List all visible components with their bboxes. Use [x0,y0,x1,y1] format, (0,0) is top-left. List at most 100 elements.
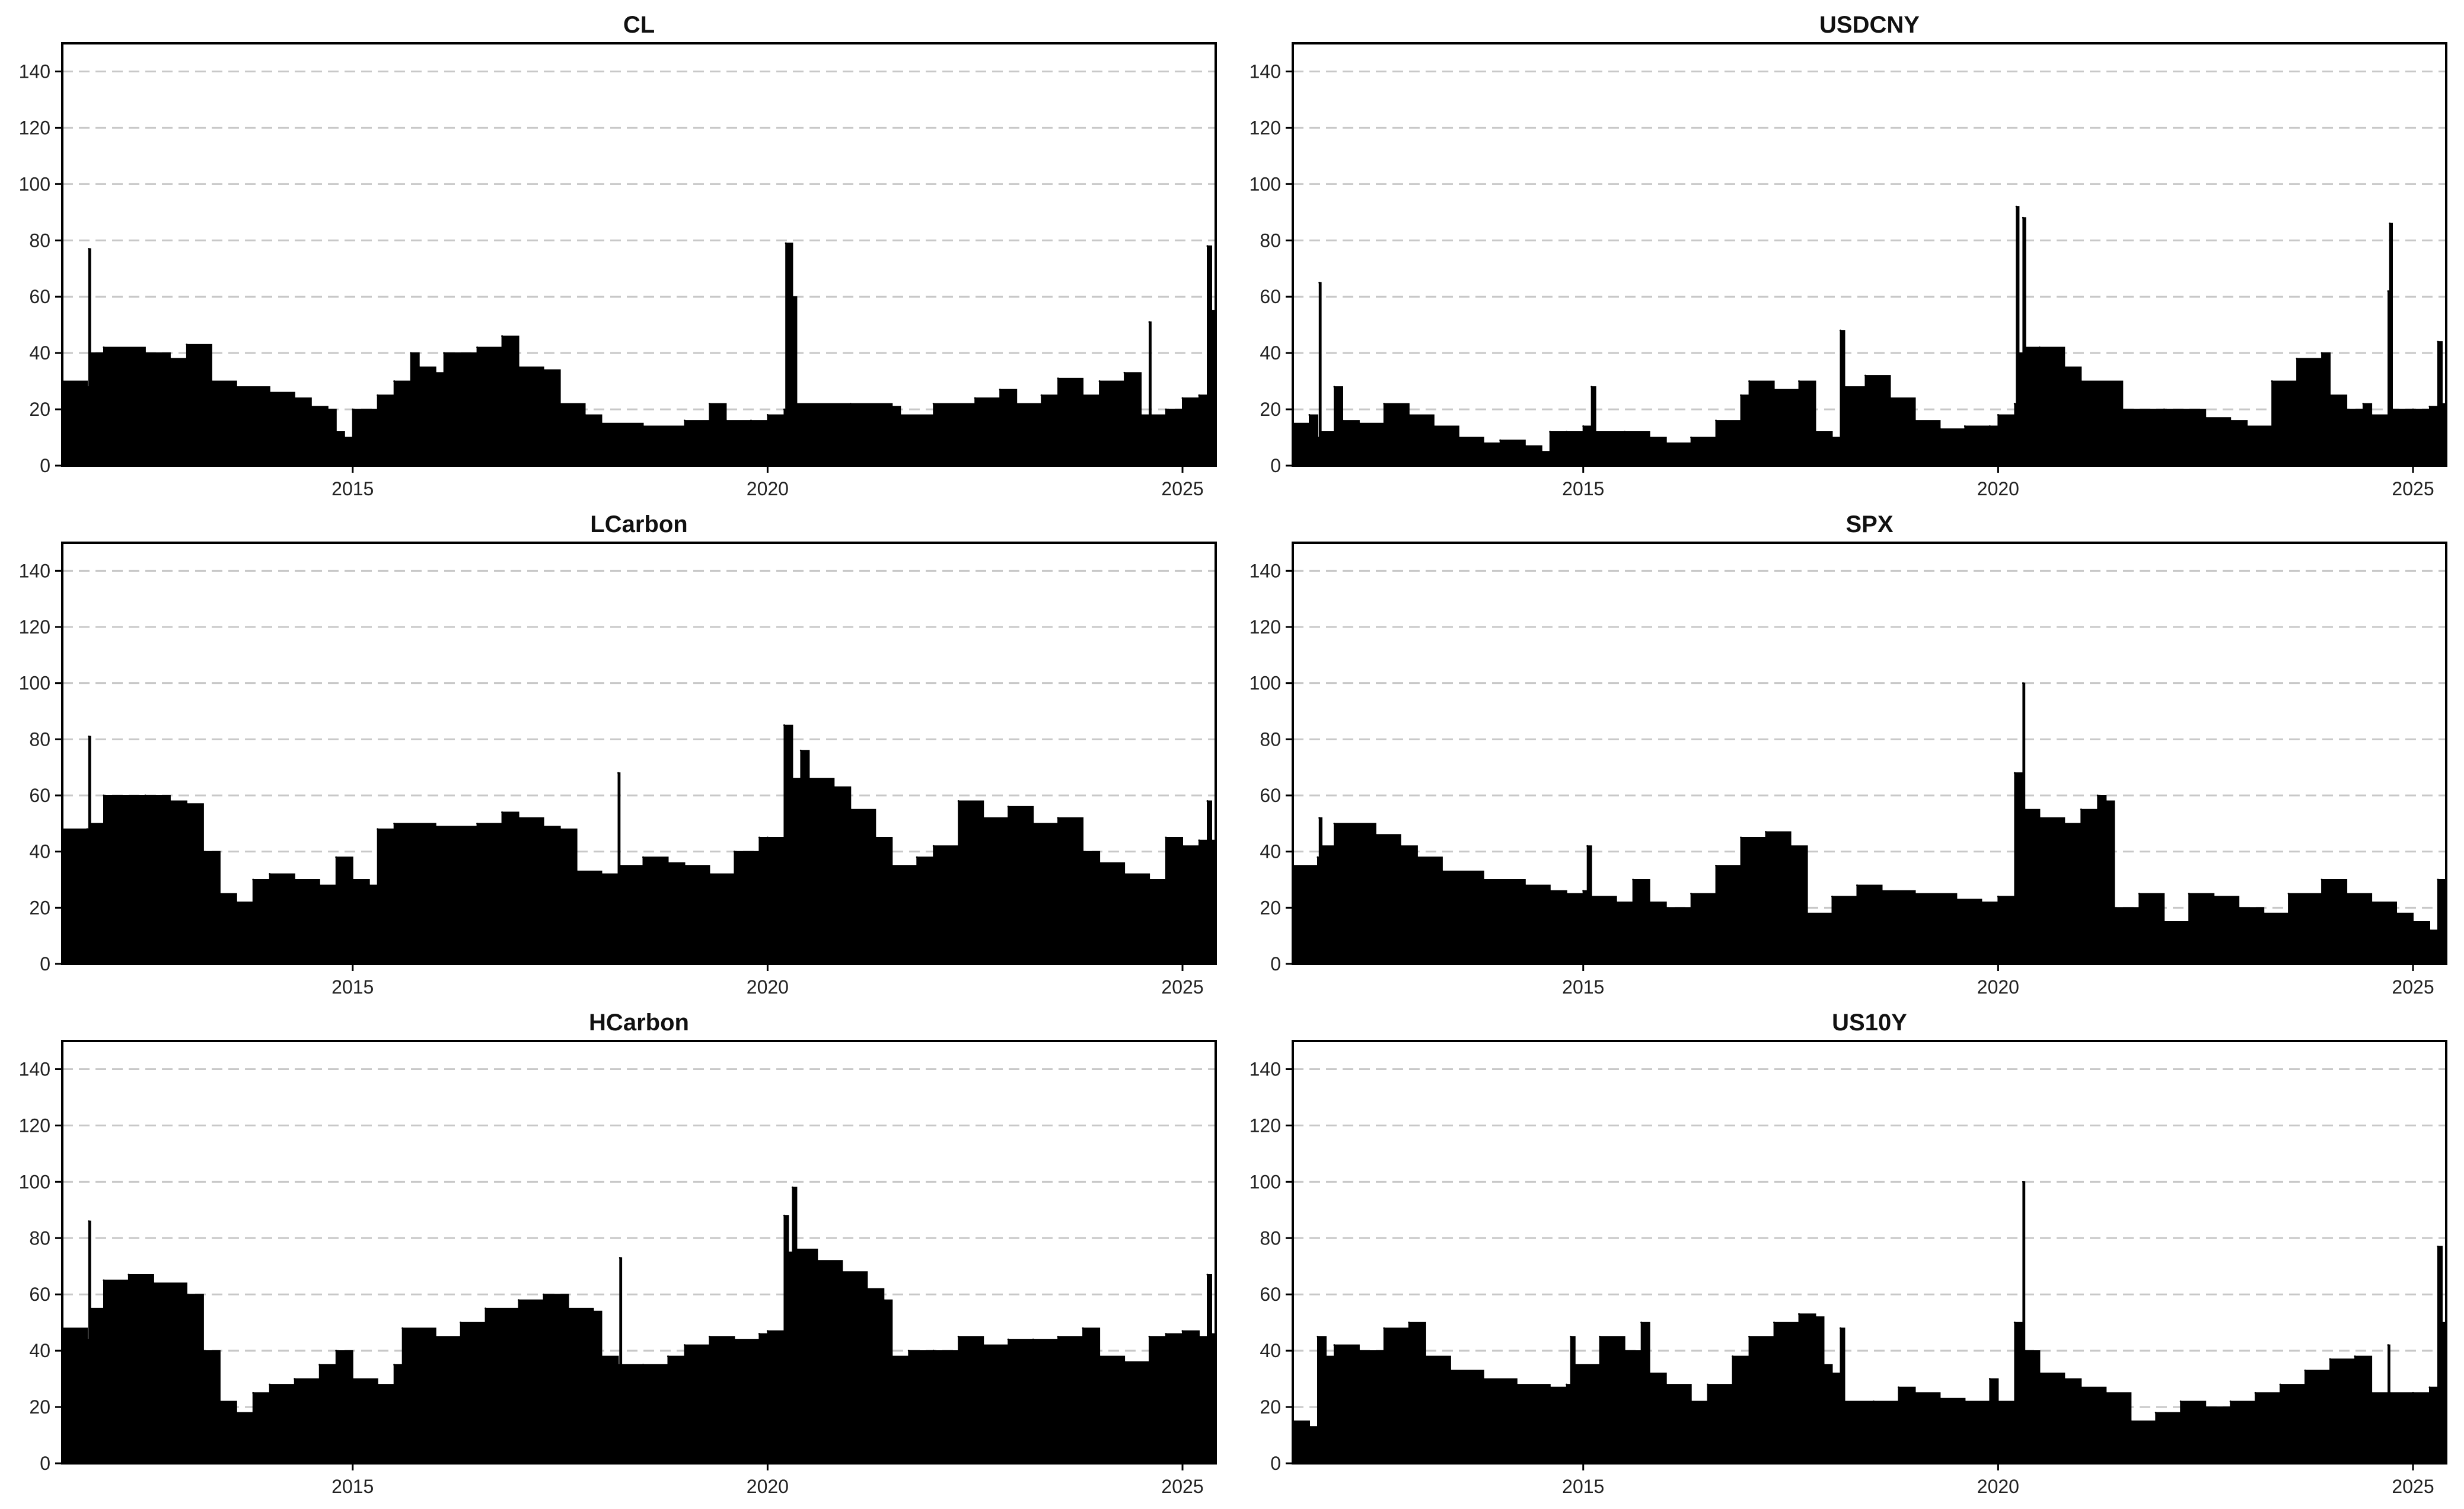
data-point [1823,1364,1825,1366]
y-tick-label: 100 [19,1171,50,1192]
data-point [1140,414,1142,416]
data-point [2015,205,2017,208]
data-point [352,878,354,881]
data-point [932,845,935,847]
data-point [1690,893,1692,895]
data-point [559,403,562,405]
data-point [90,352,92,354]
data-point [1383,1327,1385,1329]
data-point [1210,310,1213,312]
data-point [891,1355,893,1358]
data-point [1549,1386,1551,1389]
data-point [1790,845,1792,847]
data-point [1980,901,1982,903]
data-point [1773,1322,1776,1324]
x-tick-label: 2015 [1562,1476,1604,1497]
y-tick-label: 20 [29,399,50,420]
plot-frame [61,1040,1217,1465]
panel-title: CL [623,12,655,38]
data-point [294,878,296,881]
data-point [642,1364,644,1366]
data-point [219,1400,221,1403]
data-point [1483,878,1485,881]
chart-panel-hcarbon: HCarbon 0 20 40 60 80 100 120 140 2015 2020 2025 [19,1010,1217,1497]
x-tick-label: 2025 [1161,478,1203,499]
data-point [1773,389,1776,391]
data-point [601,873,603,876]
data-point [2154,1412,2157,1414]
chart-panel-lcarbon: LCarbon 0 20 40 60 80 100 120 140 2015 2020 2025 [19,511,1217,998]
y-tick-label: 20 [1260,399,1281,420]
data-point [518,1299,520,1301]
data-point [1317,856,1319,858]
data-point [1400,845,1402,847]
data-point [1206,1274,1209,1276]
data-point [1524,884,1526,886]
y-tick-label: 80 [1260,1227,1281,1249]
x-tick-label: 2015 [331,1476,374,1497]
data-point [269,873,271,876]
data-point [1798,1313,1800,1315]
data-point [1914,419,1916,422]
data-point [1732,1355,1734,1358]
data-point [2204,1406,2207,1408]
plot-frame [1292,1040,2447,1465]
data-point [1748,1335,1751,1338]
data-point [1897,1386,1899,1389]
y-tick-label: 80 [29,728,50,750]
data-point [294,1378,296,1380]
area-series [1292,682,2447,964]
data-point [1590,895,1593,897]
data-point [318,1364,321,1366]
y-tick-label: 40 [29,841,50,862]
data-point [982,1344,984,1346]
data-point [758,836,760,839]
area-series [62,243,1216,466]
x-tick-label: 2025 [2392,976,2434,998]
x-tick-label: 2025 [2392,1476,2434,1497]
data-point [1082,851,1084,853]
data-point [393,1364,396,1366]
data-point [1333,1344,1335,1346]
data-point [1541,450,1543,453]
data-point [2271,380,2273,383]
data-point [1358,1349,1360,1352]
data-point [127,1274,130,1276]
data-point [1872,1400,1875,1403]
data-point [617,772,620,774]
data-point [1375,833,1377,836]
data-point [86,1338,88,1341]
y-tick-label: 0 [1270,953,1281,975]
data-point [2017,352,2020,354]
data-point [1715,419,1717,422]
data-point [169,358,171,360]
data-point [1206,800,1209,802]
data-point [1098,862,1101,864]
data-point [1665,906,1668,909]
data-point [435,1335,437,1338]
data-point [766,836,769,839]
data-point [1582,425,1585,428]
data-point [2254,1392,2256,1394]
data-point [88,1220,90,1223]
data-point [1798,380,1800,383]
y-tick-label: 100 [1249,173,1281,195]
data-point [1123,371,1126,374]
x-tick-label: 2015 [331,976,374,998]
data-point [1997,895,1999,897]
data-point [202,851,205,853]
data-point [418,366,420,368]
data-point [543,825,545,827]
data-point [1148,321,1150,323]
y-tick-label: 20 [1260,897,1281,918]
data-point [352,408,354,410]
data-point [1165,1333,1167,1335]
data-point [1210,839,1213,842]
data-point [1408,1322,1410,1324]
data-point [568,1307,570,1310]
data-point [1840,1327,1842,1329]
data-point [2113,906,2115,909]
data-point [1806,912,1809,915]
data-point [2063,366,2065,368]
data-point [576,870,578,873]
